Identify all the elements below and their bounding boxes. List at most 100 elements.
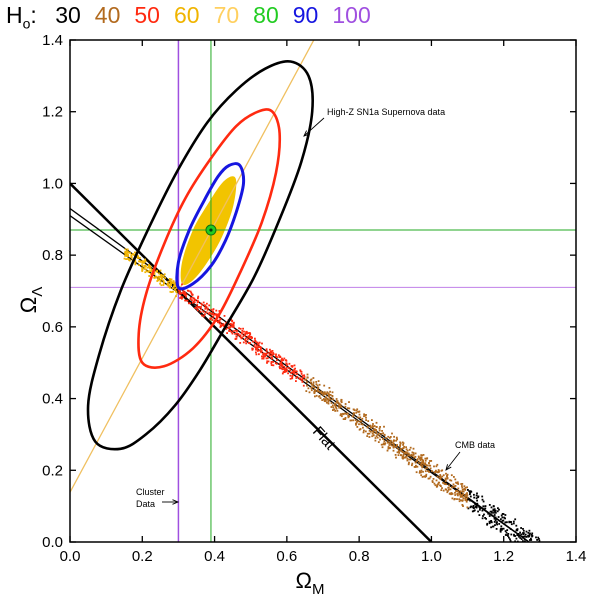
cmb-point: [514, 518, 517, 521]
cmb-point: [484, 517, 486, 519]
cmb-point: [245, 332, 247, 335]
cmb-point: [295, 373, 298, 375]
cmb-point: [327, 395, 330, 397]
cmb-point: [291, 375, 294, 377]
cmb-point: [520, 527, 522, 529]
cmb-point: [458, 500, 461, 503]
cmb-point: [435, 485, 438, 488]
cmb-point: [405, 455, 408, 458]
cmb-point: [137, 255, 139, 258]
cmb-point: [536, 550, 538, 552]
cmb-point: [497, 516, 500, 518]
cmb-point: [414, 455, 417, 458]
cmb-point: [371, 419, 373, 421]
cmb-point: [314, 389, 316, 391]
cmb-point: [280, 363, 283, 366]
cmb-point: [286, 369, 289, 372]
cmb-point: [179, 297, 181, 299]
cmb-point: [276, 359, 278, 361]
cmb-point: [405, 446, 407, 449]
cmb-point: [474, 503, 477, 506]
cmb-point: [283, 357, 286, 360]
cmb-point: [335, 398, 338, 400]
y-tick-label: 1.0: [42, 175, 63, 192]
cmb-point: [454, 491, 456, 494]
cmb-point: [389, 442, 392, 445]
cmb-point: [420, 469, 423, 472]
cluster-annotation-line2: Data: [136, 499, 155, 509]
cmb-point: [522, 529, 525, 532]
cmb-point: [291, 371, 294, 374]
cmb-point: [488, 504, 491, 506]
cmb-point: [421, 464, 424, 467]
cmb-point: [394, 446, 397, 448]
cmb-point: [525, 549, 527, 551]
cmb-point: [465, 500, 468, 503]
cmb-point: [546, 551, 548, 553]
cmb-point: [304, 378, 307, 381]
legend-item-h80: 80: [253, 2, 279, 28]
cmb-point: [546, 543, 548, 545]
cmb-point: [477, 510, 479, 513]
cmb-point: [462, 505, 464, 507]
cmb-point: [457, 494, 459, 497]
cmb-point: [421, 466, 424, 469]
cmb-point: [459, 493, 461, 496]
cmb-point: [265, 350, 268, 352]
cmb-point: [530, 549, 532, 551]
cmb-point: [340, 399, 343, 401]
cmb-point: [429, 467, 432, 470]
cmb-point: [548, 550, 550, 552]
cmb-point: [500, 514, 503, 517]
cmb-point: [300, 373, 303, 375]
cmb-point: [528, 535, 531, 538]
cmb-point: [204, 313, 206, 316]
cmb-point: [134, 251, 136, 254]
cmb-point: [420, 457, 423, 460]
cmb-point: [225, 321, 228, 324]
cmb-point: [242, 327, 244, 330]
cmb-point: [399, 444, 402, 446]
cmb-point: [421, 454, 423, 457]
cmb-point: [316, 388, 319, 390]
cmb-point: [449, 479, 451, 482]
cmb-point: [476, 492, 478, 495]
cmb-point: [492, 509, 495, 512]
cmb-point: [380, 432, 383, 435]
cmb-point: [459, 490, 462, 493]
cmb-point: [159, 280, 162, 283]
cmb-point: [539, 560, 541, 562]
cmb-point: [124, 248, 127, 251]
cmb-point: [337, 404, 340, 407]
cmb-point: [360, 420, 363, 423]
cmb-point: [172, 280, 175, 282]
cmb-point: [435, 465, 438, 468]
cmb-point: [227, 326, 230, 329]
cmb-point: [366, 426, 369, 429]
cmb-point: [170, 282, 173, 284]
cmb-point: [538, 548, 540, 550]
cmb-point: [326, 401, 328, 404]
cmb-point: [185, 299, 188, 302]
cmb-point: [124, 250, 127, 253]
cmb-point: [529, 532, 531, 535]
cmb-point: [544, 549, 546, 551]
cmb-point: [298, 378, 301, 380]
cmb-point: [133, 254, 136, 256]
cmb-point: [379, 435, 381, 438]
cmb-point: [232, 323, 235, 326]
cmb-point: [158, 272, 160, 275]
cmb-point: [200, 308, 202, 311]
cmb-point: [375, 426, 378, 428]
cmb-point: [301, 377, 304, 379]
cmb-point: [493, 521, 496, 523]
cmb-point: [126, 251, 129, 254]
cmb-point: [538, 547, 540, 549]
cmb-point: [411, 455, 414, 457]
cmb-point: [202, 310, 205, 313]
cmb-point: [427, 470, 429, 472]
cmb-point: [352, 412, 355, 415]
cmb-point: [175, 295, 177, 298]
cmb-point: [169, 282, 172, 284]
cmb-point: [370, 426, 372, 429]
